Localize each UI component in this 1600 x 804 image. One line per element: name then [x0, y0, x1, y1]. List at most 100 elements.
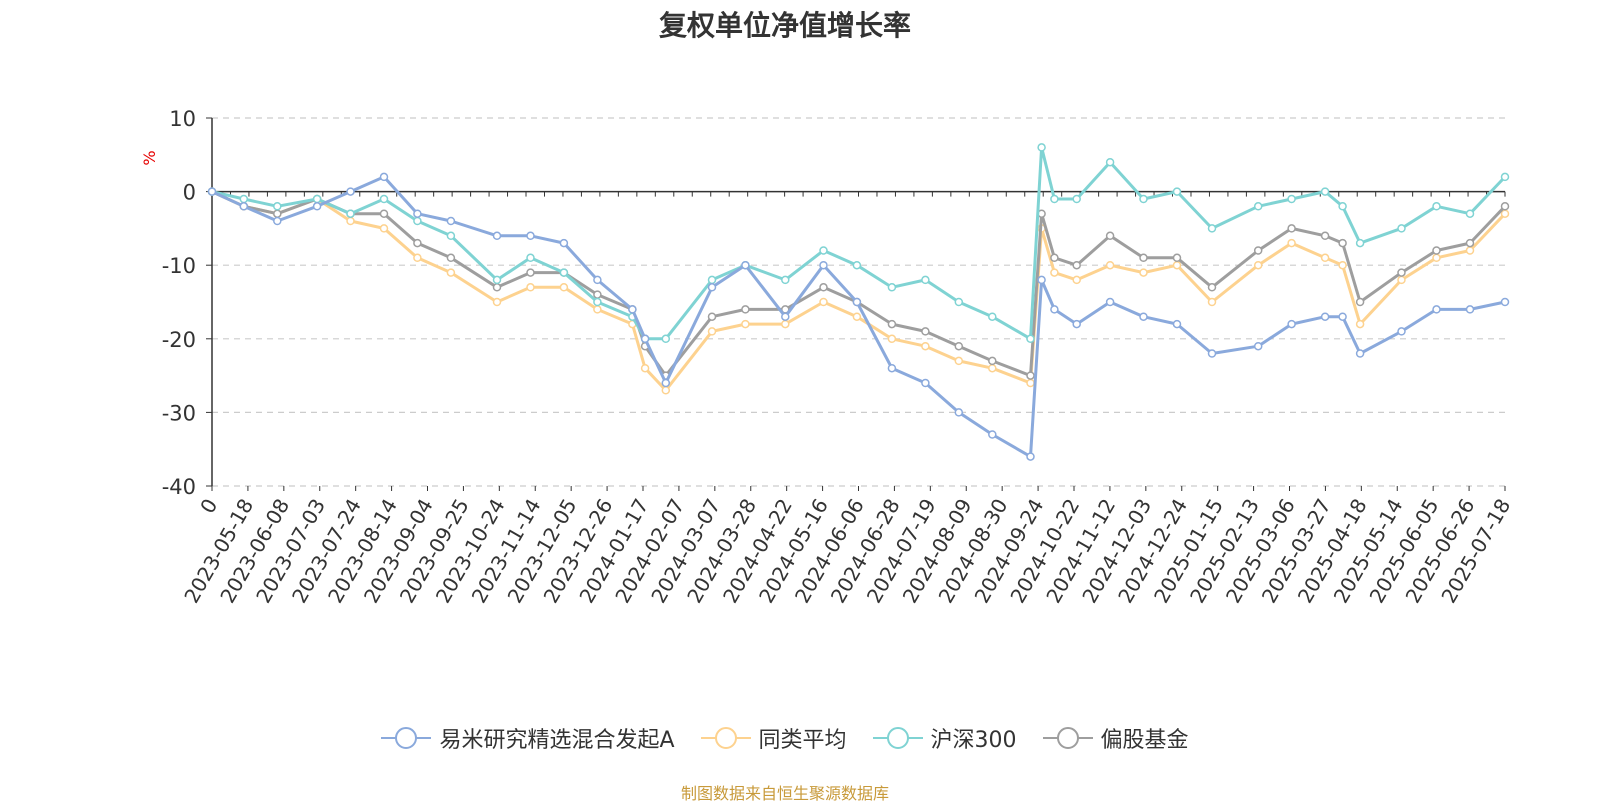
data-point: [446, 268, 456, 277]
legend-marker-icon: [700, 727, 751, 749]
data-point: [1207, 349, 1217, 358]
legend-label: 同类平均: [758, 728, 847, 753]
data-point: [559, 283, 569, 292]
data-point: [1432, 246, 1441, 255]
data-point: [1139, 253, 1148, 263]
data-point: [492, 283, 502, 292]
data-point: [1172, 253, 1182, 263]
data-point: [1338, 260, 1347, 270]
data-point: [1320, 312, 1330, 321]
data-point: [954, 297, 964, 307]
data-point: [954, 356, 964, 366]
data-point: [207, 187, 217, 196]
data-point: [921, 378, 930, 388]
data-point: [413, 209, 422, 218]
data-point: [1026, 334, 1035, 344]
data-point: [1207, 224, 1217, 233]
data-point: [1207, 297, 1217, 307]
data-point: [1397, 268, 1406, 277]
data-point: [273, 216, 282, 226]
data-point: [1397, 275, 1406, 285]
data-point: [593, 275, 602, 285]
data-point: [819, 246, 828, 255]
data-point: [526, 283, 535, 292]
data-point: [661, 386, 671, 395]
x-tick-label: 0: [195, 495, 222, 518]
data-point: [741, 260, 750, 270]
data-point: [1465, 246, 1475, 255]
data-point: [1338, 202, 1347, 211]
legend-item[interactable]: 易米研究精选混合发起A: [381, 722, 675, 754]
data-point: [492, 231, 502, 241]
data-point: [707, 275, 717, 285]
data-point: [1355, 238, 1365, 248]
legend-item[interactable]: 偏股基金: [1042, 722, 1189, 754]
data-point: [312, 202, 322, 211]
data-point: [1338, 238, 1347, 248]
data-point: [526, 268, 535, 277]
data-point: [988, 430, 997, 439]
y-axis-label: %: [140, 150, 159, 165]
data-point: [819, 283, 828, 292]
data-point: [887, 363, 897, 373]
data-point: [1253, 246, 1263, 255]
data-point: [1050, 253, 1059, 263]
data-point: [1432, 305, 1441, 314]
legend-marker-icon: [381, 727, 432, 749]
data-point: [1172, 187, 1182, 196]
y-tick-label: -30: [162, 401, 196, 425]
legend-marker-icon: [872, 727, 923, 749]
data-point: [1320, 253, 1330, 263]
data-point: [1050, 305, 1059, 314]
data-point: [413, 253, 422, 263]
data-point: [1397, 327, 1406, 336]
data-point: [1105, 297, 1115, 307]
data-point: [1026, 371, 1035, 380]
data-point: [1072, 275, 1081, 285]
data-point: [1026, 452, 1035, 461]
data-point: [526, 253, 535, 263]
data-point: [446, 216, 456, 226]
data-point: [921, 275, 930, 285]
data-point: [1072, 319, 1081, 329]
data-point: [492, 275, 502, 285]
data-point: [707, 312, 717, 321]
data-point: [1037, 143, 1046, 152]
data-point: [1465, 305, 1475, 314]
data-point: [887, 283, 897, 292]
y-tick-label: -20: [162, 328, 196, 352]
data-point: [559, 238, 569, 248]
data-point: [379, 172, 389, 182]
data-point: [781, 312, 790, 321]
data-point: [1253, 260, 1263, 270]
data-point: [446, 253, 456, 263]
data-point: [1355, 297, 1365, 307]
data-point: [887, 319, 897, 329]
data-point: [593, 290, 602, 299]
data-point: [379, 209, 389, 218]
data-point: [1105, 260, 1115, 270]
data-point: [661, 378, 671, 388]
data-point: [1432, 253, 1441, 263]
data-point: [273, 209, 282, 218]
chart-plot: 100-10-20-30-40%02023-05-182023-06-08202…: [140, 107, 1515, 607]
data-point: [640, 334, 650, 344]
data-point: [346, 187, 355, 196]
series-line: [211, 190, 1507, 378]
data-point: [1172, 319, 1182, 329]
data-point: [1500, 297, 1510, 307]
data-point: [312, 194, 322, 204]
data-point: [1207, 283, 1217, 292]
legend-item[interactable]: 同类平均: [700, 722, 847, 754]
data-point: [1320, 187, 1330, 196]
data-point: [346, 209, 355, 218]
y-tick-label: -10: [162, 254, 196, 278]
data-point: [239, 202, 249, 211]
data-point: [921, 327, 930, 336]
data-point: [379, 224, 389, 233]
legend-item[interactable]: 沪深300: [872, 722, 1017, 754]
data-point: [887, 334, 897, 344]
data-point: [1026, 378, 1035, 388]
series-line: [211, 190, 1507, 392]
data-point: [1287, 238, 1296, 248]
